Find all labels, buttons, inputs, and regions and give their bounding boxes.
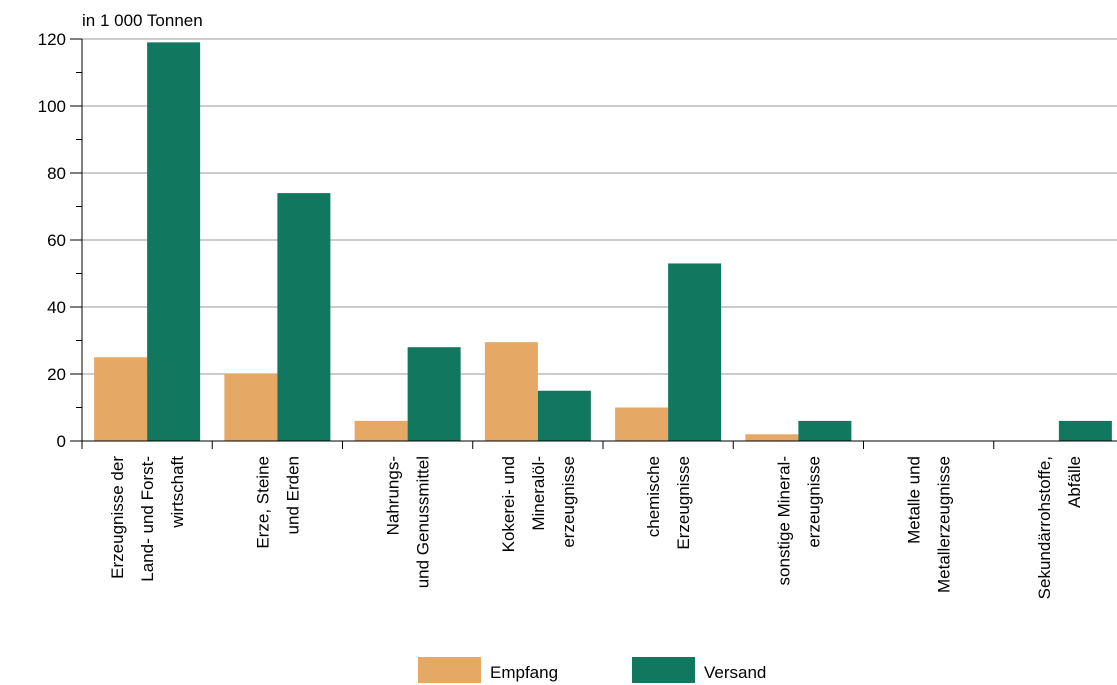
bar-versand-8 — [1058, 420, 1112, 441]
bar-empfang-2 — [224, 374, 278, 441]
bar-empfang-1 — [94, 357, 148, 441]
bar-versand-2 — [277, 193, 331, 441]
category-label: wirtschaft — [168, 456, 187, 529]
category-label: Erze, Steine — [253, 456, 272, 549]
category-label: Metalle und — [905, 456, 924, 544]
gridlines — [82, 38, 1117, 375]
y-tick-label: 100 — [38, 97, 66, 116]
category-label: erzeugnisse — [804, 456, 823, 548]
legend-label: Empfang — [490, 663, 558, 682]
category-label: Sekundärrohstoffe, — [1035, 456, 1054, 599]
category-label: chemische — [644, 456, 663, 537]
y-tick-label: 60 — [47, 231, 66, 250]
y-tick-label: 120 — [38, 30, 66, 49]
category-label: Erzeugnisse der — [108, 456, 127, 579]
bar-versand-5 — [668, 263, 722, 441]
legend-swatch — [632, 657, 695, 683]
legend: Empfang Versand — [418, 657, 766, 683]
category-label: und Erden — [283, 456, 302, 534]
bar-versand-3 — [407, 347, 461, 441]
bar-empfang-3 — [354, 420, 408, 441]
bar-empfang-6 — [745, 434, 799, 441]
legend-label: Versand — [704, 663, 766, 682]
y-tick-label: 0 — [57, 432, 66, 451]
y-tick-label: 40 — [47, 298, 66, 317]
bar-empfang-5 — [615, 407, 669, 441]
y-axis-unit-label: in 1 000 Tonnen — [82, 11, 203, 30]
y-tick-labels: 0 20 40 60 80 100 120 — [38, 30, 66, 451]
category-label: Metallerzeugnisse — [935, 456, 954, 593]
bars — [94, 42, 1112, 441]
bar-versand-1 — [147, 42, 201, 441]
legend-item-empfang: Empfang — [418, 657, 558, 683]
category-label: Kokerei- und — [499, 456, 518, 552]
category-label: Nahrungs- — [384, 456, 403, 535]
category-label: und Genussmittel — [414, 456, 433, 588]
bar-versand-4 — [537, 390, 591, 441]
bar-versand-6 — [798, 420, 852, 441]
category-label: erzeugnisse — [559, 456, 578, 548]
legend-swatch — [418, 657, 481, 683]
category-labels: Erzeugnisse der Land- und Forst-wirtschaf… — [108, 456, 1084, 600]
legend-item-versand: Versand — [632, 657, 766, 683]
category-label: Land- und Forst- — [138, 456, 157, 582]
category-label: Erzeugnisse — [674, 456, 693, 550]
category-label: Mineralöl- — [529, 456, 548, 531]
y-tick-label: 80 — [47, 164, 66, 183]
axes — [70, 38, 1117, 449]
category-label: Abfälle — [1065, 456, 1084, 508]
y-tick-label: 20 — [47, 365, 66, 384]
category-label: sonstige Mineral- — [774, 456, 793, 585]
bar-empfang-4 — [484, 342, 538, 441]
